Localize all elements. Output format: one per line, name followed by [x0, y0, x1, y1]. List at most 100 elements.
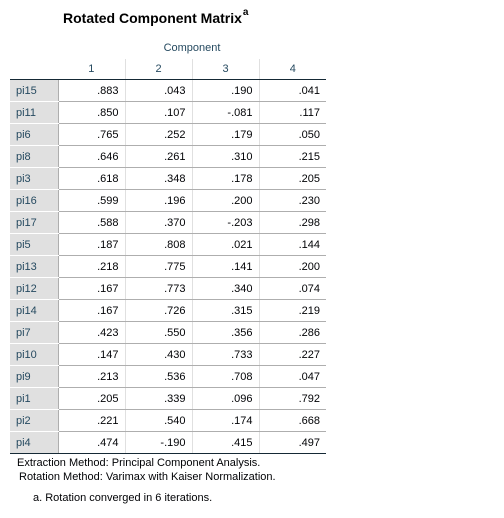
loading-cell: .775	[124, 255, 192, 278]
component-header: Component	[10, 38, 326, 59]
loading-cell: .050	[258, 123, 326, 146]
loading-cell: .200	[191, 189, 259, 212]
loading-cell: -.203	[191, 211, 259, 234]
loading-cell: .047	[258, 365, 326, 388]
loading-cell: .792	[258, 387, 326, 410]
loading-cell: .423	[57, 321, 125, 344]
loading-cell: .117	[258, 101, 326, 124]
loading-cell: .356	[191, 321, 259, 344]
footnote-convergence: a. Rotation converged in 6 iterations.	[33, 492, 213, 504]
loading-cell: .599	[57, 189, 125, 212]
loading-cell: .021	[191, 233, 259, 256]
column-header: 4	[258, 59, 326, 80]
loading-cell: -.081	[191, 101, 259, 124]
loading-cell: .315	[191, 299, 259, 322]
row-label: pi11	[10, 101, 58, 124]
row-label: pi14	[10, 299, 58, 322]
loading-cell: .765	[57, 123, 125, 146]
row-label: pi15	[10, 79, 58, 102]
loading-cell: .179	[191, 123, 259, 146]
table-row: pi6.765.252.179.050	[10, 123, 326, 146]
row-label: pi3	[10, 167, 58, 190]
footnote-rotation-method: Rotation Method: Varimax with Kaiser Nor…	[19, 471, 276, 483]
loading-cell: .474	[57, 431, 125, 454]
row-label: pi5	[10, 233, 58, 256]
loading-cell: .107	[124, 101, 192, 124]
table-row: pi8.646.261.310.215	[10, 145, 326, 168]
loading-cell: .497	[258, 431, 326, 454]
loading-cell: .588	[57, 211, 125, 234]
loading-cell: -.190	[124, 431, 192, 454]
row-label: pi6	[10, 123, 58, 146]
row-label: pi12	[10, 277, 58, 300]
loading-cell: .668	[258, 409, 326, 432]
loading-cell: .733	[191, 343, 259, 366]
table-title-text: Rotated Component Matrix	[63, 10, 242, 26]
loading-cell: .178	[191, 167, 259, 190]
table-row: pi13.218.775.141.200	[10, 255, 326, 278]
title-footnote-marker: a	[242, 7, 249, 18]
loading-cell: .230	[258, 189, 326, 212]
loading-cell: .298	[258, 211, 326, 234]
loading-cell: .141	[191, 255, 259, 278]
loading-cell: .205	[258, 167, 326, 190]
loading-cell: .536	[124, 365, 192, 388]
loading-cell: .550	[124, 321, 192, 344]
loading-cell: .310	[191, 145, 259, 168]
table-row: pi7.423.550.356.286	[10, 321, 326, 344]
table-row: pi2.221.540.174.668	[10, 409, 326, 432]
loading-cell: .074	[258, 277, 326, 300]
component-header-label: Component	[163, 42, 221, 54]
loading-cell: .041	[258, 79, 326, 102]
loading-cell: .252	[124, 123, 192, 146]
loading-cell: .883	[57, 79, 125, 102]
table-row: pi11.850.107 -.081.117	[10, 101, 326, 124]
loading-cell: .144	[258, 233, 326, 256]
table-row: pi15.883.043.190.041	[10, 79, 326, 102]
loading-cell: .339	[124, 387, 192, 410]
rotated-component-matrix: Component 1 2 3 4 pi15.883.043.190.041 pi…	[10, 38, 326, 454]
loading-cell: .726	[124, 299, 192, 322]
loading-cell: .430	[124, 343, 192, 366]
loading-cell: .219	[258, 299, 326, 322]
loading-cell: .096	[191, 387, 259, 410]
loading-cell: .850	[57, 101, 125, 124]
row-label: pi4	[10, 431, 58, 454]
loading-cell: .147	[57, 343, 125, 366]
table-row: pi10.147.430.733.227	[10, 343, 326, 366]
row-label: pi2	[10, 409, 58, 432]
loading-cell: .646	[57, 145, 125, 168]
table-row: pi17.588.370 -.203.298	[10, 211, 326, 234]
table-row: pi3.618.348.178.205	[10, 167, 326, 190]
loading-cell: .174	[191, 409, 259, 432]
loading-cell: .708	[191, 365, 259, 388]
row-label: pi13	[10, 255, 58, 278]
table-row: pi5.187.808.021.144	[10, 233, 326, 256]
table-row: pi4.474 -.190.415.497	[10, 431, 326, 454]
column-header: 3	[191, 59, 259, 80]
loading-cell: .348	[124, 167, 192, 190]
row-label: pi8	[10, 145, 58, 168]
loading-cell: .261	[124, 145, 192, 168]
loading-cell: .167	[57, 299, 125, 322]
footnote-extraction-method: Extraction Method: Principal Component A…	[17, 457, 261, 469]
table-row: pi12.167.773.340.074	[10, 277, 326, 300]
loading-cell: .773	[124, 277, 192, 300]
loading-cell: .213	[57, 365, 125, 388]
row-label: pi7	[10, 321, 58, 344]
loading-cell: .370	[124, 211, 192, 234]
table-row: pi9.213.536.708.047	[10, 365, 326, 388]
loading-cell: .415	[191, 431, 259, 454]
loading-cell: .540	[124, 409, 192, 432]
loading-cell: .196	[124, 189, 192, 212]
column-header-row: 1 2 3 4	[10, 59, 326, 80]
loading-cell: .221	[57, 409, 125, 432]
row-label: pi16	[10, 189, 58, 212]
loading-cell: .187	[57, 233, 125, 256]
matrix-table: 1 2 3 4 pi15.883.043.190.041 pi11.850.107…	[10, 59, 326, 454]
loading-cell: .200	[258, 255, 326, 278]
row-label: pi9	[10, 365, 58, 388]
loading-cell: .215	[258, 145, 326, 168]
loading-cell: .808	[124, 233, 192, 256]
loading-cell: .618	[57, 167, 125, 190]
